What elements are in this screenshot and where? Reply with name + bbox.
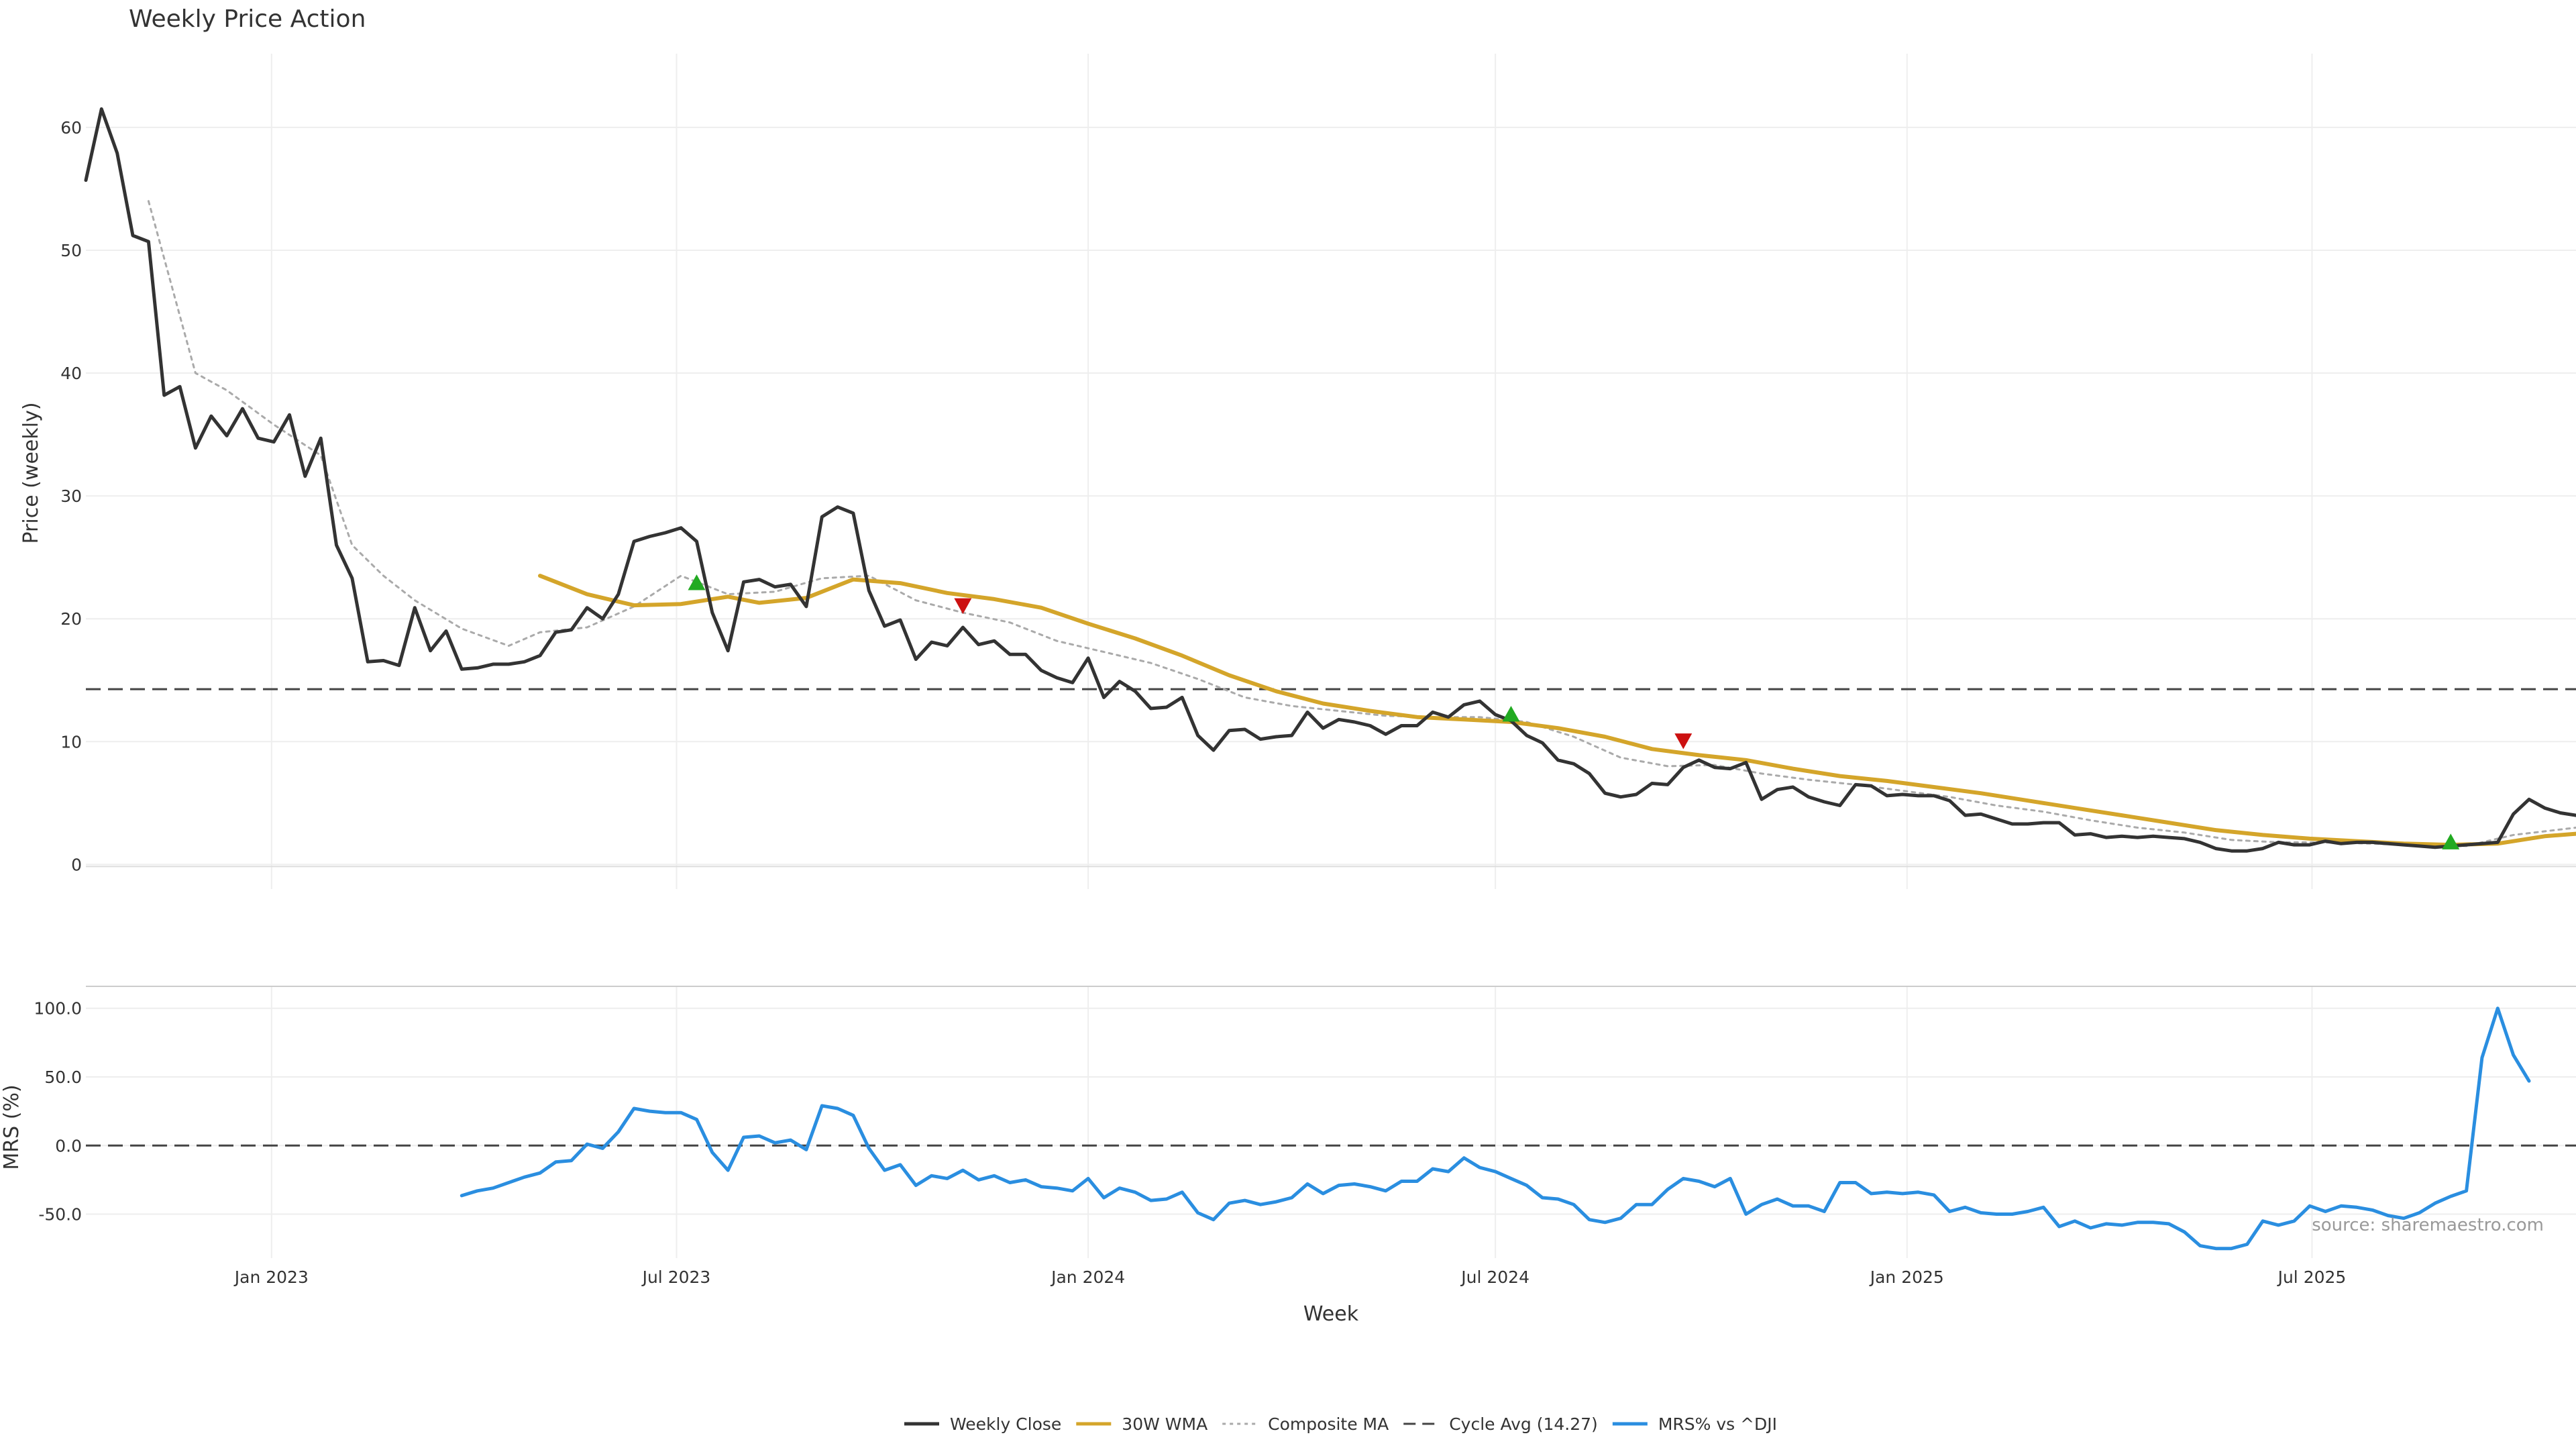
legend-item-composite-ma: Composite MA [1222,1414,1389,1434]
series-weekly-close [84,107,2576,853]
reference-lines [86,688,2576,1147]
x-tick-label: Jul 2024 [1460,1267,1529,1287]
price-y-tick-label: 40 [60,364,82,383]
sell-signal-marker [954,598,972,615]
price-y-tick-label: 50 [60,241,82,260]
legend-label: Composite MA [1268,1414,1389,1434]
legend-item-mrs-vs-dji: MRS% vs ^DJI [1612,1414,1777,1434]
series-layer [84,107,2576,1251]
signal-markers [688,574,2460,849]
legend-item-weekly-close: Weekly Close [904,1414,1061,1434]
mrs-y-tick-label: 50.0 [44,1068,82,1087]
price-y-tick-label: 10 [60,732,82,751]
x-tick-label: Jul 2025 [2277,1267,2347,1287]
buy-signal-marker [1502,706,1520,722]
sell-signal-marker [1674,733,1693,749]
chart-title: Weekly Price Action [129,5,366,33]
legend-label: Cycle Avg (14.27) [1449,1414,1598,1434]
series-30w-wma [538,574,2576,847]
legend-label: Weekly Close [950,1414,1061,1434]
legend-label: MRS% vs ^DJI [1658,1414,1777,1434]
buy-signal-marker [2442,833,2460,849]
mrs-y-tick-label: -50.0 [38,1205,82,1225]
mrs-y-tick-label: 100.0 [34,999,82,1019]
source-note: source: sharemaestro.com [2312,1215,2544,1235]
x-tick-label: Jan 2025 [1869,1267,1944,1287]
tick-labels: Jan 2023 Jul 2023 Jan 2024 Jul 2024 Jan 2025… [34,118,2346,1287]
grid-layer [86,54,2576,1258]
legend: Weekly Close 30W WMA Composite MA Cycle Avg… [904,1414,1777,1434]
legend-item-cycle-avg-14-27: Cycle Avg (14.27) [1403,1414,1598,1434]
x-tick-label: Jul 2023 [641,1267,711,1287]
price-y-tick-label: 0 [71,855,82,874]
x-axis-label: Week [1303,1302,1359,1326]
price-y-tick-label: 30 [60,486,82,506]
price-y-tick-label: 60 [60,118,82,138]
x-tick-label: Jan 2024 [1050,1267,1125,1287]
series-mrs-vs-dji [460,1006,2531,1251]
legend-label: 30W WMA [1122,1414,1208,1434]
legend-item-30w-wma: 30W WMA [1076,1414,1208,1434]
x-tick-label: Jan 2023 [233,1267,309,1287]
price-y-tick-label: 20 [60,609,82,629]
price-axis-label: Price (weekly) [19,402,43,543]
mrs-y-tick-label: 0.0 [55,1136,82,1155]
buy-signal-marker [688,574,706,590]
series-composite-ma [147,200,2576,847]
mrs-axis-label: MRS (%) [0,1084,23,1170]
